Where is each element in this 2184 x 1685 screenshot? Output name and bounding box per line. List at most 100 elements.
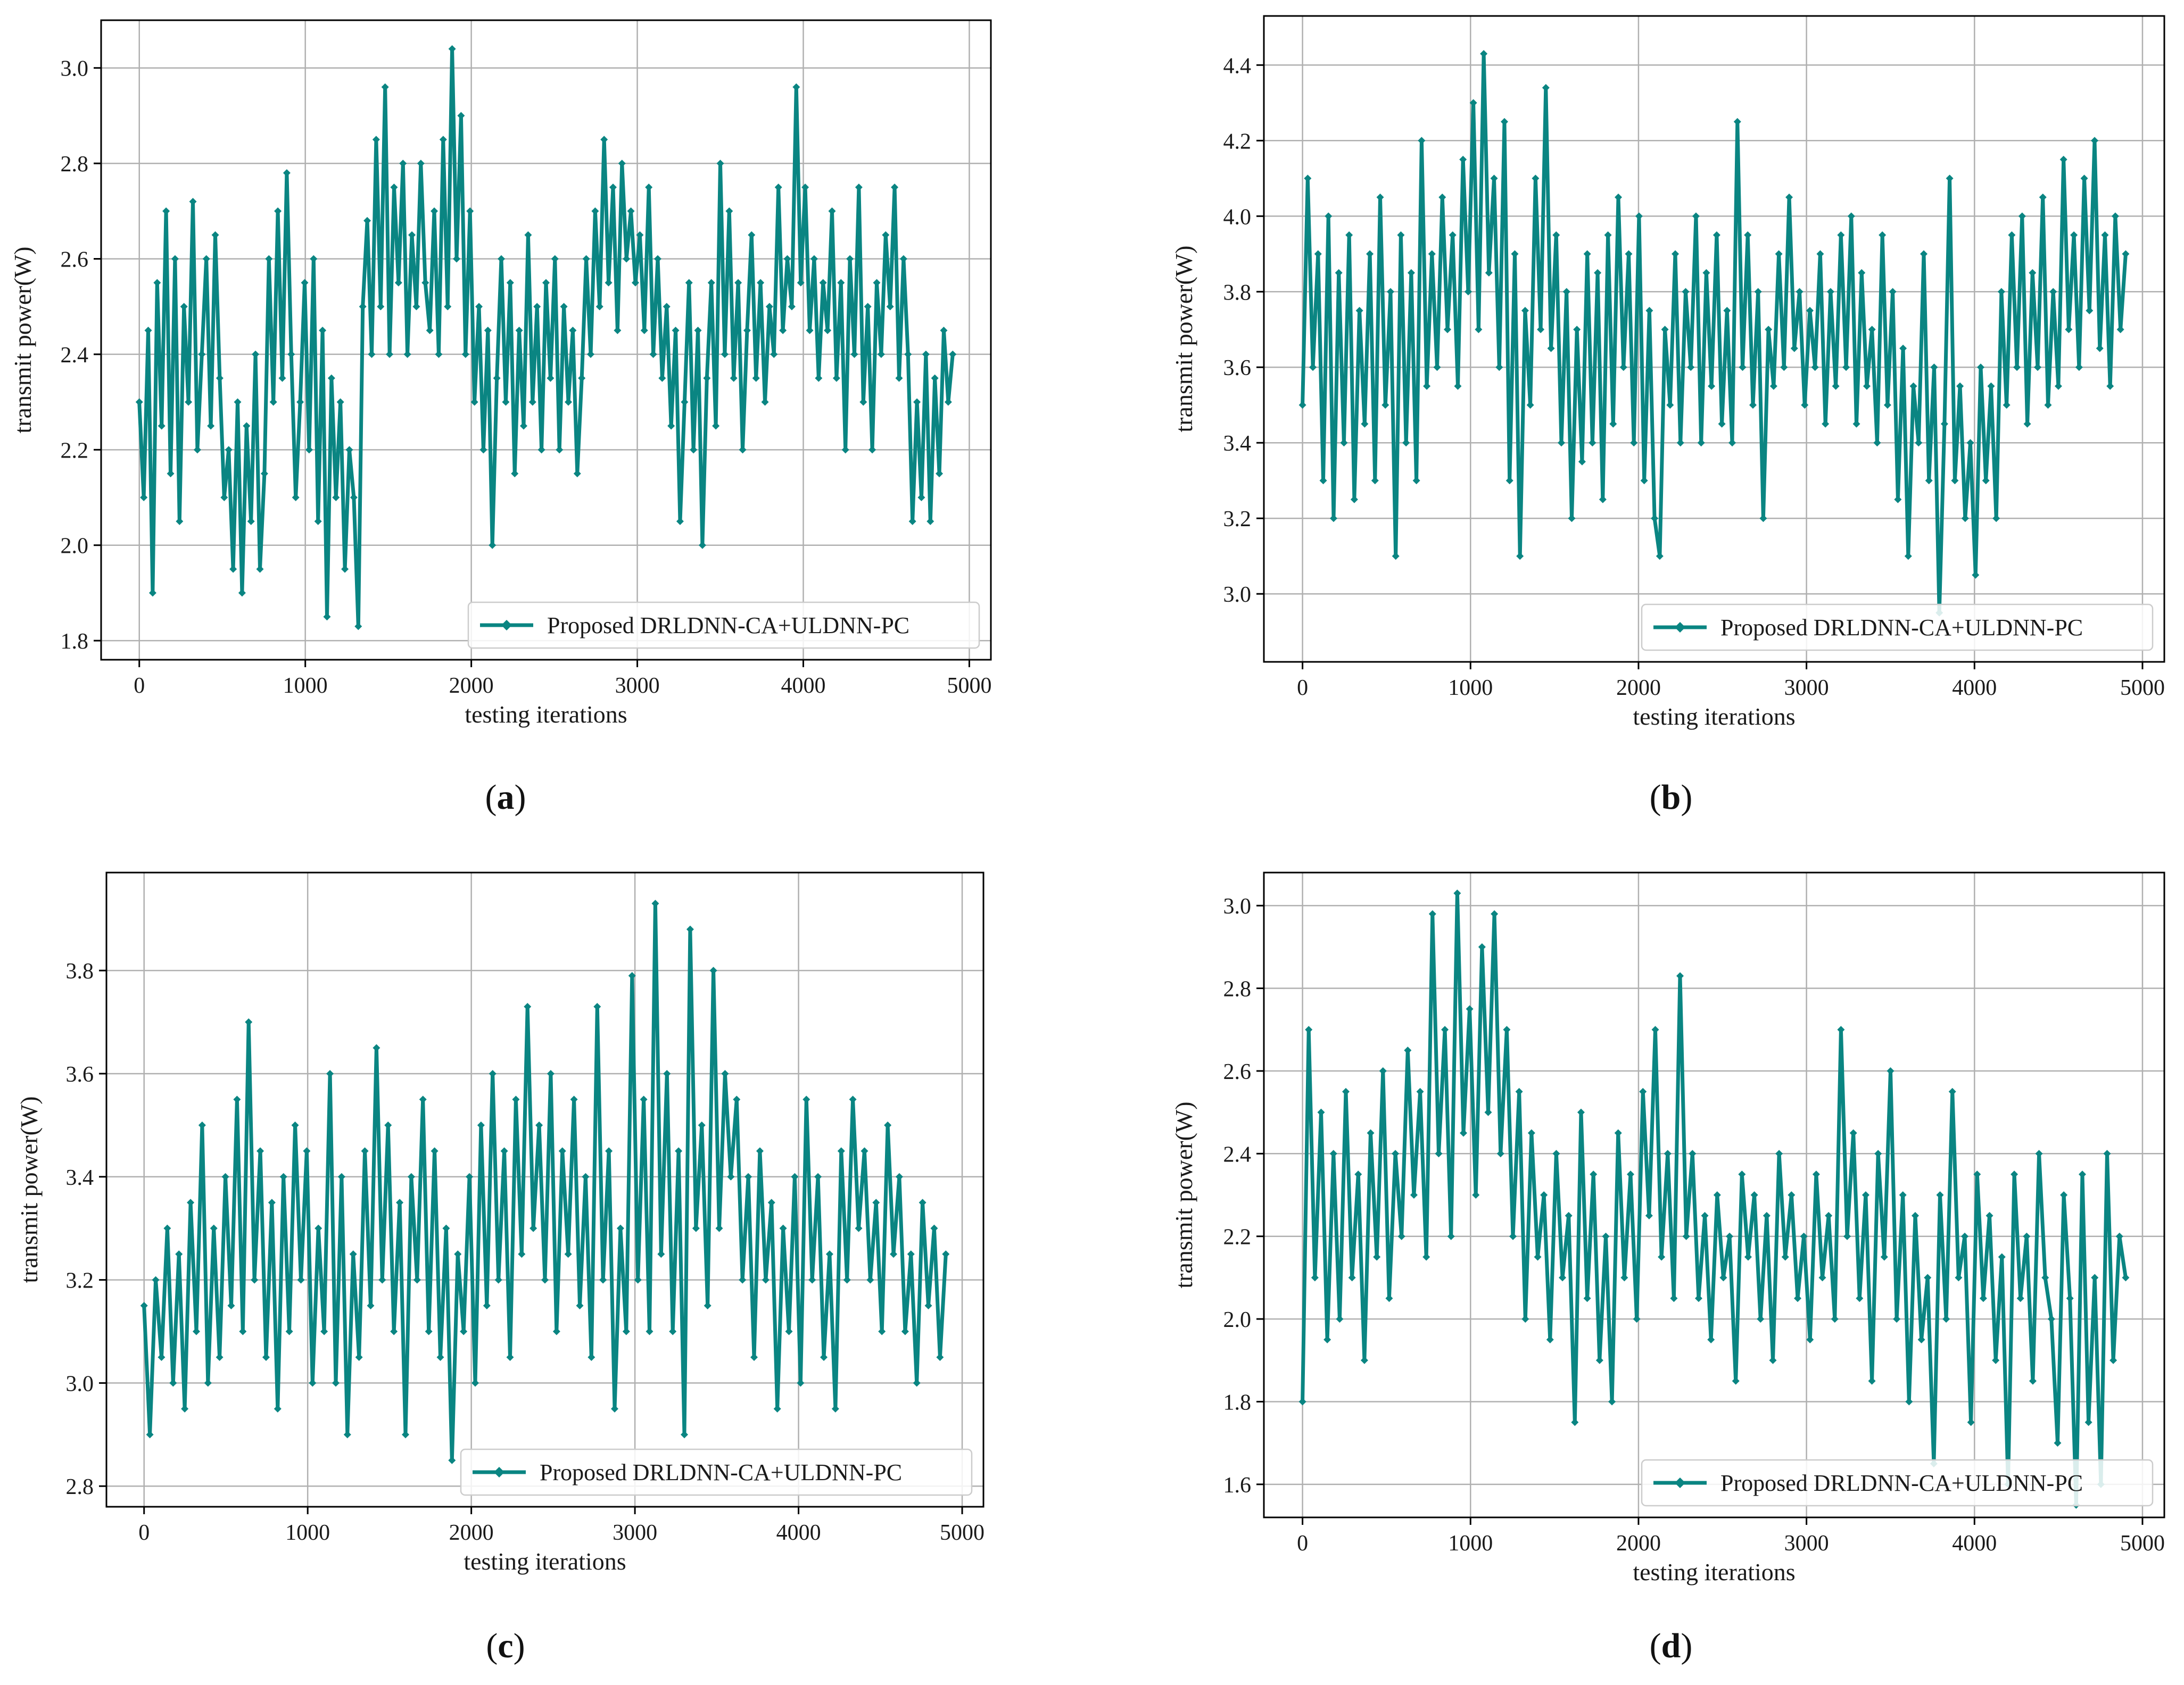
data-point <box>1527 1129 1535 1137</box>
data-point <box>2029 269 2037 277</box>
data-point <box>1948 1088 1956 1095</box>
data-point <box>1759 514 1767 522</box>
data-point <box>2060 1191 2068 1199</box>
data-point <box>1361 420 1369 428</box>
data-point <box>158 422 166 430</box>
data-point <box>657 1250 665 1258</box>
panel-caption: (a) <box>485 778 526 817</box>
data-point <box>1726 1232 1734 1240</box>
data-point <box>1428 250 1436 258</box>
data-point <box>2041 1274 2049 1282</box>
data-point <box>2039 193 2047 201</box>
y-tick-label: 3.2 <box>66 1269 94 1293</box>
data-point <box>744 1173 752 1181</box>
caption-open-paren: ( <box>1650 1626 1661 1665</box>
data-point <box>868 446 876 454</box>
data-point <box>1806 306 1814 314</box>
panel-caption: (b) <box>1650 778 1693 817</box>
data-point <box>1604 231 1612 239</box>
data-point <box>2008 231 2016 239</box>
legend-label: Proposed DRLDNN-CA+ULDNN-PC <box>547 612 909 638</box>
data-point <box>320 1327 328 1335</box>
x-tick-label: 0 <box>138 1521 150 1545</box>
y-tick-label: 4.2 <box>1223 129 1252 154</box>
data-point <box>1309 363 1317 371</box>
data-point <box>756 1147 764 1155</box>
x-axis-label: testing iterations <box>465 701 627 728</box>
x-tick-label: 0 <box>1297 1531 1308 1556</box>
y-tick-label: 3.6 <box>66 1063 94 1087</box>
data-point <box>748 231 756 239</box>
data-point <box>1977 363 1985 371</box>
data-point <box>349 1250 357 1258</box>
data-point <box>326 1069 334 1077</box>
data-point <box>1708 382 1716 390</box>
data-point <box>588 1353 595 1361</box>
data-point <box>551 255 559 263</box>
data-point <box>1738 1171 1746 1178</box>
data-point <box>135 398 143 406</box>
data-point <box>600 136 608 144</box>
data-point <box>1940 420 1948 428</box>
data-point <box>808 1276 816 1284</box>
data-point <box>1651 1026 1659 1034</box>
data-point <box>1702 269 1710 277</box>
data-point <box>412 303 420 311</box>
data-point <box>913 398 921 406</box>
y-axis-label: transmit power(W) <box>1170 1101 1197 1288</box>
x-tick-label: 5000 <box>2120 676 2165 700</box>
data-point <box>448 1456 456 1464</box>
data-point <box>1955 1274 1963 1282</box>
data-point <box>1449 231 1457 239</box>
data-point <box>1397 231 1405 239</box>
data-point <box>895 1173 903 1181</box>
data-point <box>698 541 706 549</box>
data-point <box>936 1353 944 1361</box>
y-tick-label: 4.0 <box>1223 205 1252 229</box>
data-point <box>788 303 796 311</box>
legend-marker-swatch <box>1675 1478 1685 1488</box>
data-point <box>252 350 260 358</box>
data-point <box>884 1121 892 1129</box>
data-point <box>576 1302 584 1310</box>
chart-panel-a: 0 1000 2000 3000 4000 5000 1.8 2.0 2.2 2.4 2.6 2.8 3… <box>9 19 992 817</box>
data-point <box>890 1250 898 1258</box>
data-point <box>564 1250 572 1258</box>
y-axis-label: transmit power(W) <box>1170 245 1197 432</box>
data-point <box>1961 1232 1969 1240</box>
data-point <box>2115 1232 2123 1240</box>
data-point <box>1924 1274 1932 1282</box>
legend-marker-swatch <box>501 620 512 630</box>
data-point <box>651 900 659 908</box>
data-point <box>479 446 487 454</box>
caption-open-paren: ( <box>485 778 497 817</box>
data-point <box>846 255 854 263</box>
data-point <box>1754 288 1762 296</box>
data-point <box>791 1173 799 1181</box>
data-point <box>1590 1171 1598 1178</box>
data-point <box>2059 155 2067 163</box>
data-point <box>1534 1253 1542 1261</box>
data-point <box>283 169 291 177</box>
data-point <box>506 1353 514 1361</box>
data-point <box>667 422 675 430</box>
data-point <box>1645 1211 1653 1219</box>
data-point <box>1546 1335 1554 1343</box>
data-point <box>1689 1150 1697 1158</box>
y-tick-label: 3.2 <box>1223 507 1252 532</box>
data-point <box>350 494 358 502</box>
data-point <box>1750 1191 1758 1199</box>
y-tick-label: 2.2 <box>1223 1225 1252 1250</box>
data-point <box>1577 1108 1585 1116</box>
data-point <box>599 1276 607 1284</box>
data-point <box>1818 1274 1826 1282</box>
data-point <box>873 279 881 287</box>
data-point <box>2070 231 2078 239</box>
data-point <box>640 327 648 335</box>
data-point <box>181 1405 189 1413</box>
data-point <box>2111 212 2119 220</box>
data-point <box>1842 363 1850 371</box>
data-point <box>251 1276 259 1284</box>
data-point <box>315 1224 322 1232</box>
data-point <box>140 1302 148 1310</box>
